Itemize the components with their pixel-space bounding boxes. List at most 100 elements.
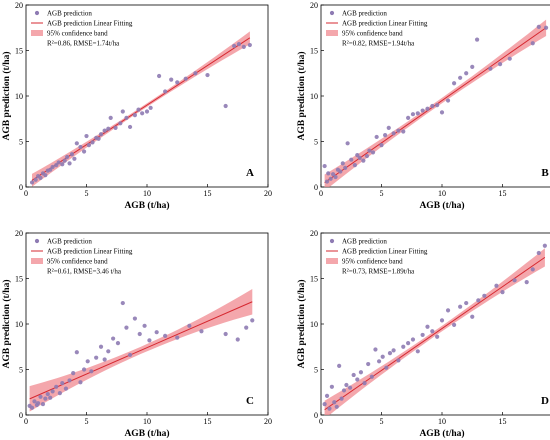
legend-stats-label: R²=0.86, RMSE=1.74t/ha xyxy=(47,40,120,48)
data-point xyxy=(355,377,360,382)
y-axis-title: AGB prediction (t/ha) xyxy=(1,279,12,368)
legend-line-label: AGB prediction Linear Fitting xyxy=(47,20,133,28)
data-point xyxy=(78,144,83,150)
y-tick-label: 20 xyxy=(15,1,23,10)
data-point xyxy=(406,341,411,346)
x-tick-label: 15 xyxy=(204,189,212,198)
plot-area xyxy=(27,289,255,412)
data-point xyxy=(333,174,338,180)
data-point xyxy=(72,156,77,161)
data-point xyxy=(81,367,87,372)
data-point xyxy=(331,172,336,177)
data-point xyxy=(430,103,435,109)
data-point xyxy=(29,405,35,410)
legend-points-label: AGB prediction xyxy=(47,238,92,246)
data-point xyxy=(357,155,362,160)
legend-band-swatch xyxy=(326,258,338,264)
x-tick-label: 5 xyxy=(380,189,384,198)
data-point xyxy=(452,81,457,86)
data-point xyxy=(175,80,180,85)
data-point xyxy=(334,404,339,409)
data-point xyxy=(341,388,347,393)
data-point xyxy=(142,323,147,328)
data-point xyxy=(193,71,198,76)
x-tick-label: 0 xyxy=(319,189,323,198)
y-tick-label: 5 xyxy=(19,137,23,146)
y-tick-label: 5 xyxy=(19,365,23,374)
data-point xyxy=(445,98,451,103)
data-point xyxy=(67,378,72,383)
legend-stats-label: R²=0.73, RMSE=1.89t/ha xyxy=(342,268,415,276)
data-point xyxy=(67,161,72,166)
data-point xyxy=(54,163,59,168)
chart-panel-a: 0 5 10 15 20 0 5 10 15 20 AGB (t/ha) AGB prediction… xyxy=(1,1,272,211)
data-point xyxy=(223,331,228,337)
x-tick-label: 10 xyxy=(438,417,446,426)
data-point xyxy=(148,105,153,110)
data-point xyxy=(247,42,252,48)
y-tick-label: 20 xyxy=(310,229,318,238)
data-point xyxy=(470,314,475,319)
data-point xyxy=(536,24,541,29)
data-point xyxy=(364,153,370,159)
panel-letter: A xyxy=(246,167,254,179)
data-point xyxy=(57,391,62,396)
data-point xyxy=(108,115,113,120)
legend-point-swatch xyxy=(34,238,40,244)
data-point xyxy=(74,350,79,355)
x-tick-label: 5 xyxy=(85,417,89,426)
legend-line-label: AGB prediction Linear Fitting xyxy=(342,20,428,28)
y-axis-title: AGB prediction (t/ha) xyxy=(296,51,307,140)
data-point xyxy=(458,304,463,309)
data-point xyxy=(45,391,50,397)
data-point xyxy=(396,128,401,133)
data-point xyxy=(118,121,123,126)
data-point xyxy=(524,280,529,285)
y-tick-label: 0 xyxy=(19,411,23,420)
data-point xyxy=(62,158,67,163)
y-tick-label: 0 xyxy=(19,183,23,192)
legend-line-label: AGB prediction Linear Fitting xyxy=(342,248,428,256)
data-point xyxy=(401,344,406,349)
y-tick-label: 20 xyxy=(310,1,318,10)
data-point xyxy=(102,128,107,133)
legend-band-swatch xyxy=(31,30,43,36)
data-point xyxy=(48,167,53,172)
data-point xyxy=(187,323,192,328)
x-tick-label: 15 xyxy=(499,417,507,426)
x-axis-title: AGB (t/ha) xyxy=(419,200,464,211)
data-point xyxy=(244,325,249,330)
data-point xyxy=(374,134,379,140)
data-point xyxy=(482,293,487,298)
data-point xyxy=(435,103,440,108)
plot-area xyxy=(322,243,547,415)
data-point xyxy=(391,348,396,353)
data-point xyxy=(183,76,188,81)
data-point xyxy=(452,322,457,328)
data-point xyxy=(132,113,137,118)
data-point xyxy=(43,396,48,401)
data-point xyxy=(127,124,133,130)
data-point xyxy=(367,148,372,153)
chart-panel-c: 0 5 10 15 20 0 5 10 15 20 AGB (t/ha) AGB prediction… xyxy=(1,229,272,439)
data-point xyxy=(54,384,59,389)
data-point xyxy=(474,37,480,42)
data-point xyxy=(340,161,345,166)
data-point xyxy=(111,336,116,341)
data-point xyxy=(29,180,35,185)
data-point xyxy=(78,380,83,385)
data-point xyxy=(124,325,129,330)
y-tick-label: 15 xyxy=(15,46,23,55)
data-point xyxy=(115,341,121,346)
data-point xyxy=(542,243,547,248)
x-tick-label: 0 xyxy=(24,417,28,426)
data-point xyxy=(387,351,393,356)
data-point xyxy=(154,330,159,335)
data-point xyxy=(326,171,331,176)
data-point xyxy=(324,393,330,398)
data-point xyxy=(439,110,445,115)
data-point xyxy=(494,283,499,288)
legend-band-swatch xyxy=(31,258,43,264)
data-point xyxy=(163,89,168,94)
